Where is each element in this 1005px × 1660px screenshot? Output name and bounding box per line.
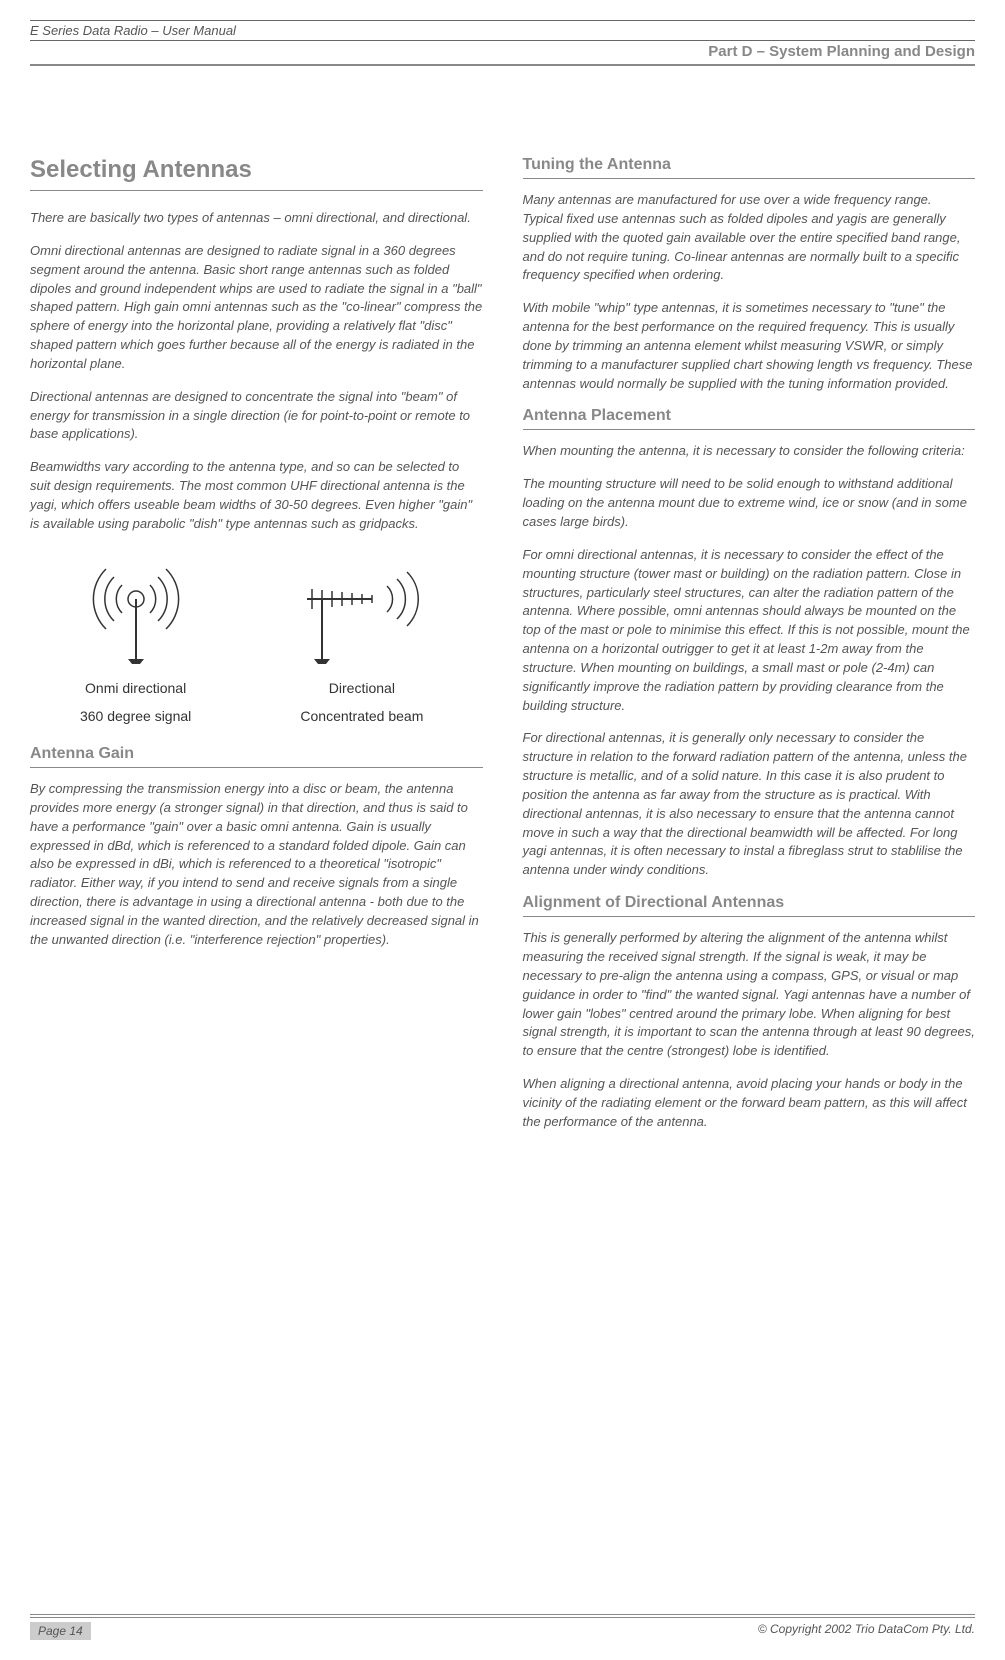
para-intro: There are basically two types of antenna… [30,209,483,228]
para-placement-1: When mounting the antenna, it is necessa… [523,442,976,461]
footer-inner: Page 14 © Copyright 2002 Trio DataCom Pt… [30,1617,975,1640]
para-tuning-1: Many antennas are manufactured for use o… [523,191,976,285]
omni-label-2: 360 degree signal [66,707,206,725]
directional-label-2: Concentrated beam [277,707,447,725]
copyright-text: © Copyright 2002 Trio DataCom Pty. Ltd. [758,1622,975,1640]
heading-antenna-placement: Antenna Placement [523,407,976,430]
content-columns: Selecting Antennas There are basically t… [30,156,975,1146]
document-title: E Series Data Radio – User Manual [30,23,975,38]
heading-antenna-gain: Antenna Gain [30,745,483,768]
omni-diagram: Onmi directional 360 degree signal [66,564,206,725]
para-alignment-1: This is generally performed by altering … [523,929,976,1061]
para-beamwidths: Beamwidths vary according to the antenna… [30,458,483,533]
para-alignment-2: When aligning a directional antenna, avo… [523,1075,976,1132]
footer: Page 14 © Copyright 2002 Trio DataCom Pt… [30,1614,975,1640]
omni-antenna-icon [66,564,206,664]
para-placement-4: For directional antennas, it is generall… [523,729,976,880]
page-container: E Series Data Radio – User Manual Part D… [0,0,1005,1660]
para-gain: By compressing the transmission energy i… [30,780,483,950]
heading-tuning-antenna: Tuning the Antenna [523,156,976,179]
antenna-diagram: Onmi directional 360 degree signal [30,564,483,725]
para-tuning-2: With mobile "whip" type antennas, it is … [523,299,976,393]
directional-diagram: Directional Concentrated beam [277,564,447,725]
section-title: Part D – System Planning and Design [30,43,975,66]
directional-antenna-icon [277,564,447,664]
directional-label-1: Directional [277,679,447,697]
right-column: Tuning the Antenna Many antennas are man… [523,156,976,1146]
para-placement-3: For omni directional antennas, it is nec… [523,546,976,716]
para-directional: Directional antennas are designed to con… [30,388,483,445]
para-omni: Omni directional antennas are designed t… [30,242,483,374]
header-rule: E Series Data Radio – User Manual [30,20,975,41]
page-number: Page 14 [30,1622,91,1640]
heading-selecting-antennas: Selecting Antennas [30,156,483,191]
omni-label-1: Onmi directional [66,679,206,697]
left-column: Selecting Antennas There are basically t… [30,156,483,1146]
para-placement-2: The mounting structure will need to be s… [523,475,976,532]
heading-alignment: Alignment of Directional Antennas [523,894,976,917]
